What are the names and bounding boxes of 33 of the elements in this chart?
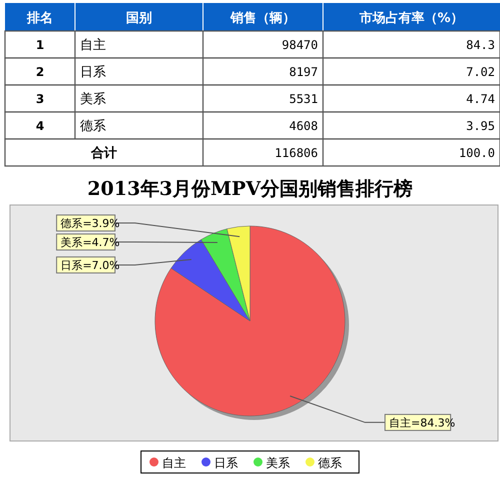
text: 100.0 xyxy=(458,146,495,160)
data-label: 2 xyxy=(36,65,44,79)
legend-label: 德系 xyxy=(318,456,342,470)
data-label: 日系=7.0% xyxy=(60,258,120,272)
legend-label: 自主 xyxy=(162,456,186,470)
legend-label: 日系 xyxy=(214,456,238,470)
category-label: 美系 xyxy=(80,91,106,107)
data-label: 8197 xyxy=(289,65,318,79)
data-label: 4 xyxy=(36,119,44,133)
text: 国别 xyxy=(126,11,152,26)
data-label: 4608 xyxy=(289,119,318,133)
data-label: 德系=3.9% xyxy=(60,217,120,230)
text: 销售（辆） xyxy=(230,11,296,26)
text: 116806 xyxy=(274,146,318,160)
text: 市场占有率（%） xyxy=(358,10,464,26)
data-label: 3.95 xyxy=(466,119,495,133)
data-label: 84.3 xyxy=(466,38,495,52)
data-label: 3 xyxy=(36,92,44,106)
category-label: 德系 xyxy=(80,119,106,134)
series-label: 排名 xyxy=(26,11,53,26)
data-label: 美系=4.7% xyxy=(60,236,120,249)
chart-title: 2013年3月份MPV分国别销售排行榜 xyxy=(87,178,413,200)
data-label: 4.74 xyxy=(466,92,495,106)
data-label: 98470 xyxy=(282,38,318,52)
data-label: 自主=84.3% xyxy=(389,416,456,430)
legend-label: 美系 xyxy=(266,456,290,470)
text: 合计 xyxy=(90,145,117,161)
category-label: 日系 xyxy=(80,65,106,80)
pie-slice xyxy=(154,226,346,416)
data-label: 7.02 xyxy=(466,65,495,79)
data-label: 1 xyxy=(36,38,44,52)
category-label: 自主 xyxy=(80,37,106,53)
data-label: 5531 xyxy=(289,92,318,106)
